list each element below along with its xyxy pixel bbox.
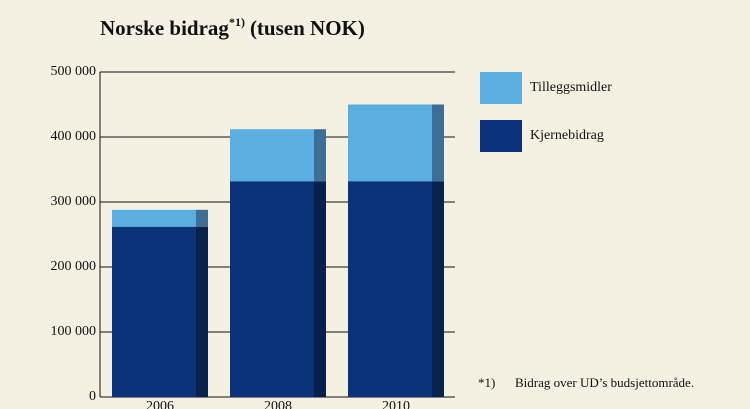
bar-side — [432, 104, 444, 182]
bar-segment — [230, 181, 326, 397]
title-text: Norske bidrag — [100, 16, 229, 40]
footnote-marker: *1) — [478, 375, 495, 390]
bar-face — [112, 226, 196, 397]
bar-face — [230, 129, 314, 182]
legend-swatch — [480, 120, 522, 152]
y-tick-label: 500 000 — [51, 64, 97, 79]
bar-side — [196, 226, 208, 397]
bar-segment — [230, 129, 326, 182]
bar-segment — [112, 226, 208, 397]
bar-face — [348, 104, 432, 182]
bar-face — [112, 209, 196, 227]
legend-label: Kjernebidrag — [530, 128, 604, 143]
x-tick-label: 2008 — [264, 399, 292, 409]
y-tick-label: 300 000 — [51, 194, 97, 209]
footnote-text: Bidrag over UD’s budsjettområde. — [515, 375, 694, 390]
legend-swatch — [480, 72, 522, 104]
bar-segment — [348, 181, 444, 397]
bar-segment — [348, 104, 444, 182]
chart-title: Norske bidrag*1) (tusen NOK) — [100, 15, 365, 40]
y-tick-label: 400 000 — [51, 129, 97, 144]
bar-face — [230, 181, 314, 397]
legend-label: Tilleggsmidler — [530, 80, 612, 95]
bar-side — [196, 209, 208, 227]
y-tick-label: 200 000 — [51, 259, 97, 274]
bar-face — [348, 181, 432, 397]
bar-segment — [112, 209, 208, 227]
bar-side — [314, 129, 326, 182]
bar-side — [314, 181, 326, 397]
x-tick-label: 2010 — [382, 399, 410, 409]
x-tick-label: 2006 — [146, 399, 174, 409]
title-unit: (tusen NOK) — [250, 16, 365, 40]
y-tick-label: 0 — [89, 389, 96, 404]
title-note-ref: *1) — [229, 15, 245, 29]
bar-side — [432, 181, 444, 397]
y-tick-label: 100 000 — [51, 324, 97, 339]
